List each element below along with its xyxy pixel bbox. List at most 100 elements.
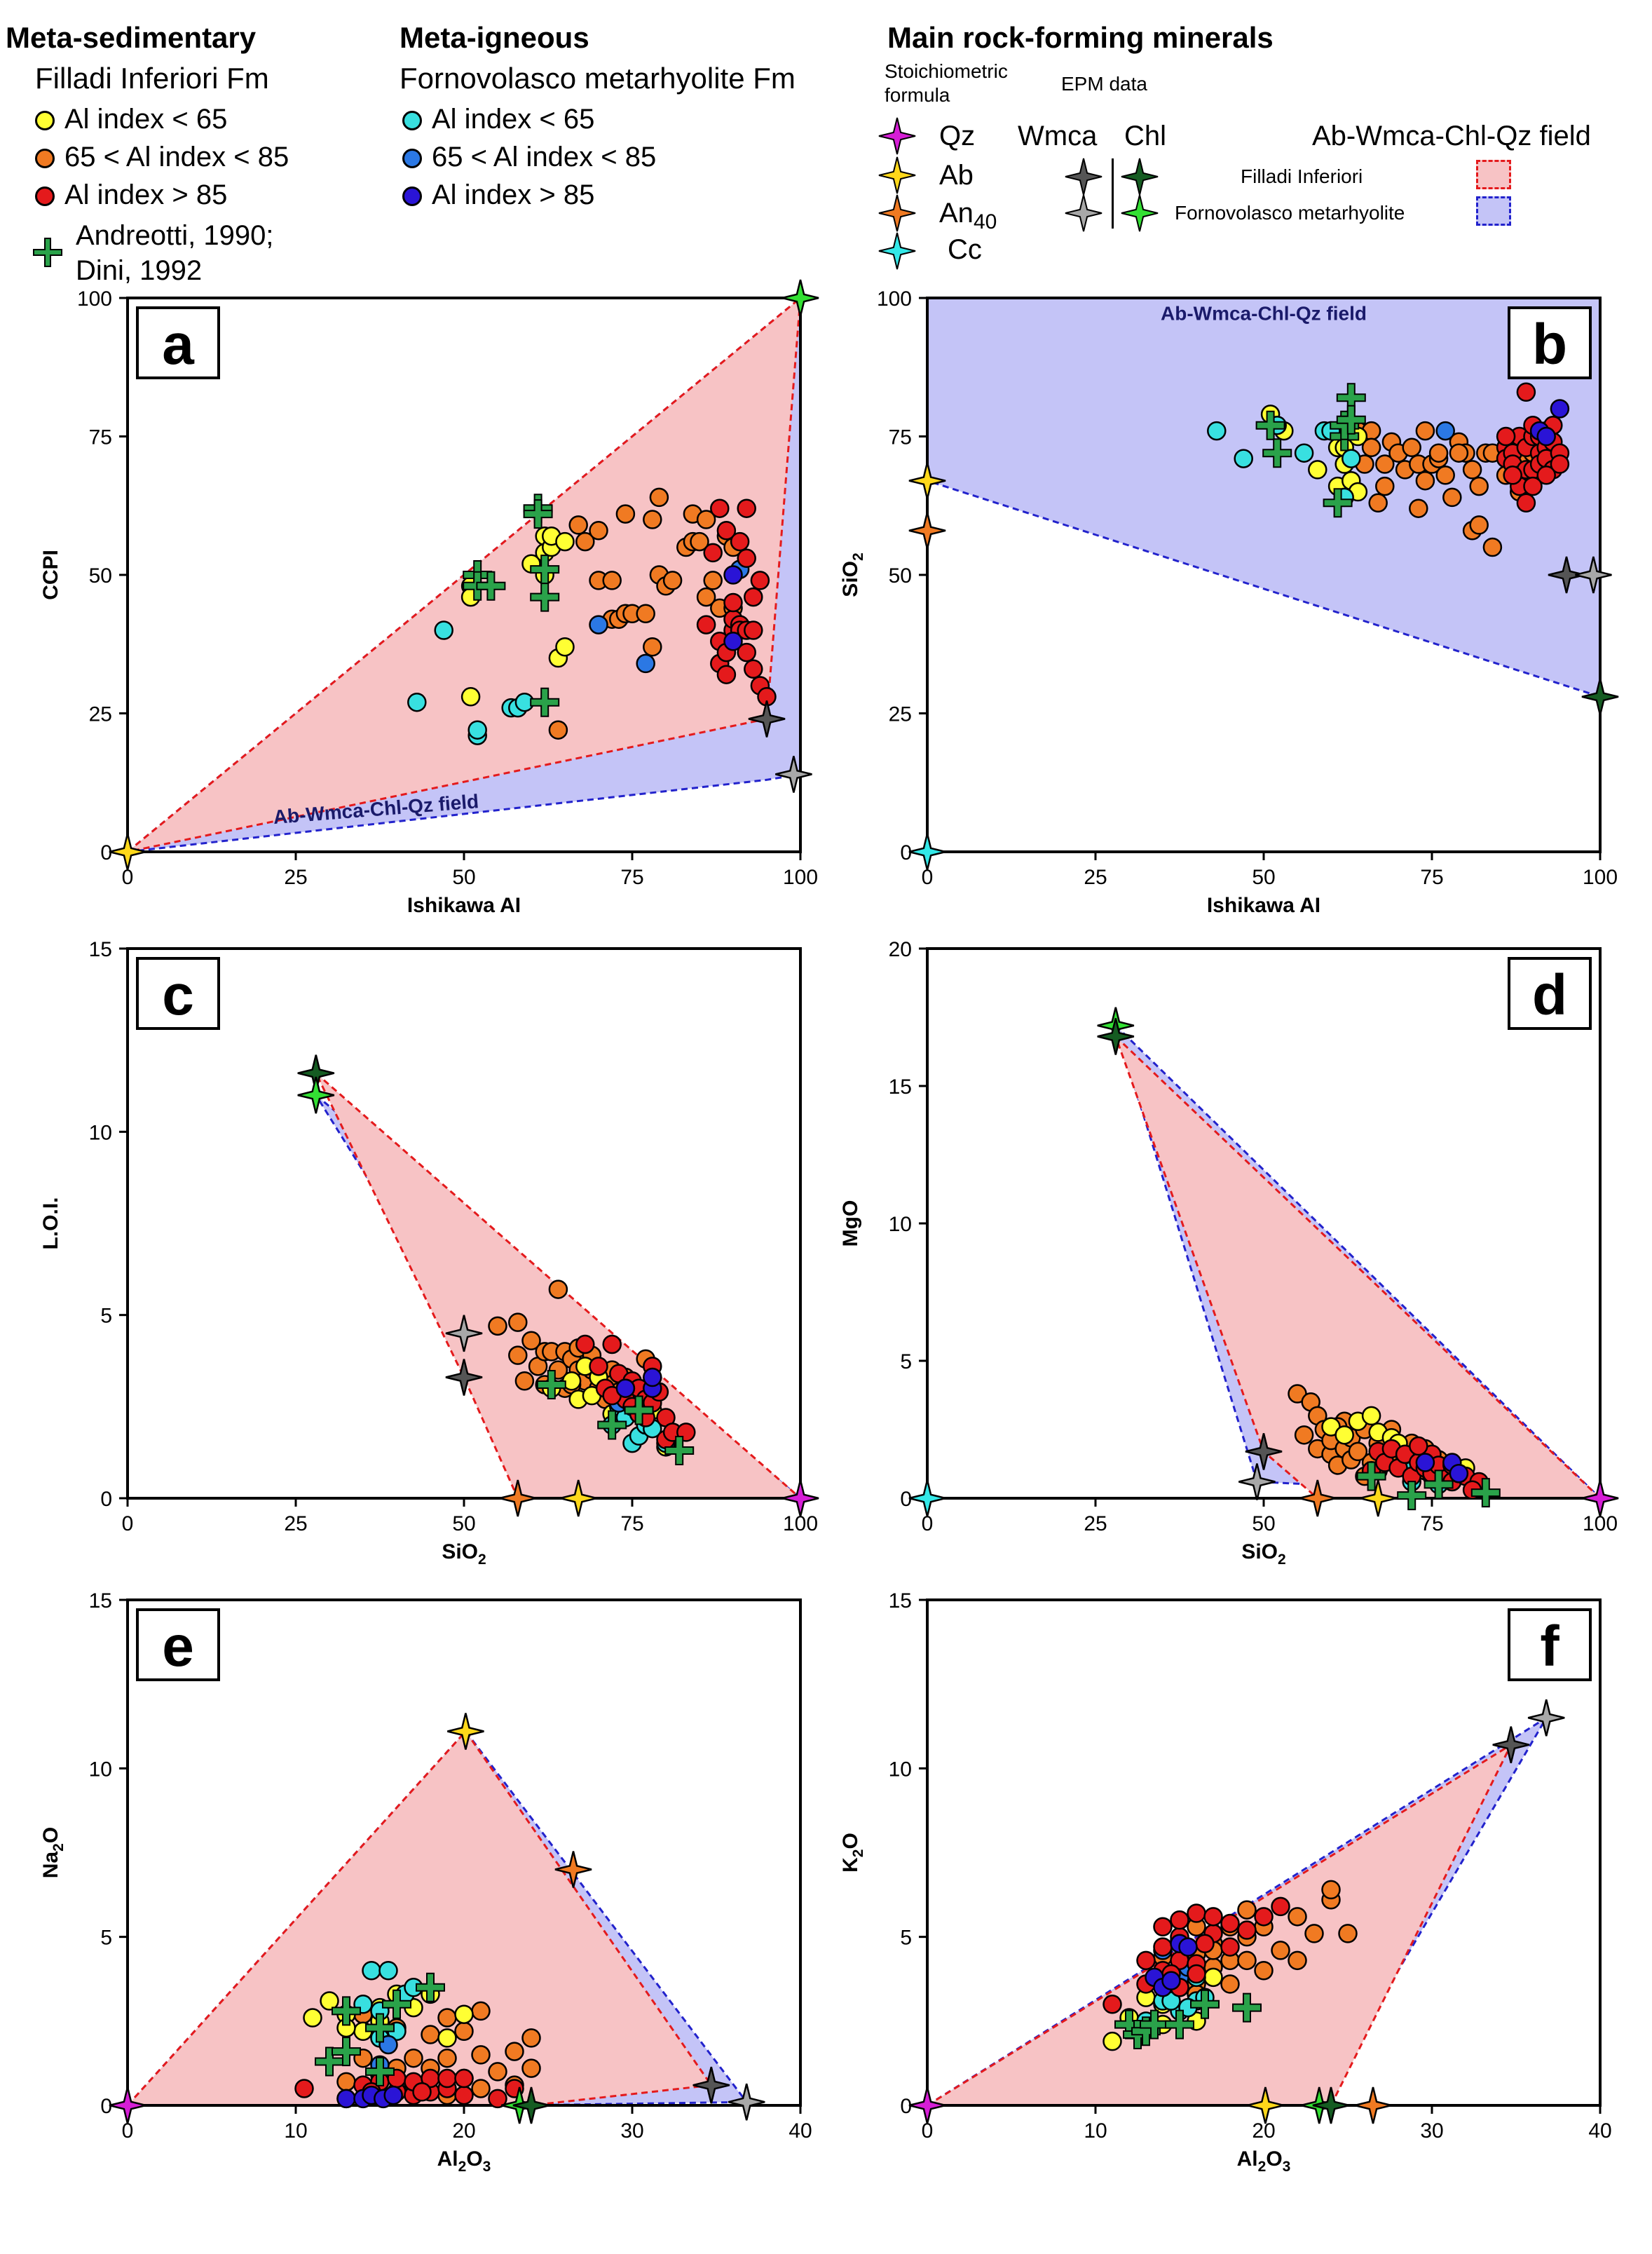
legend-sed-low-label: Al index < 65 [64, 104, 228, 135]
meta-ign-formation: Fornovolasco metarhyolite Fm [400, 62, 796, 95]
data-point-sed-mid [1237, 1950, 1257, 1971]
x-axis-label: Ishikawa AI [1207, 894, 1320, 917]
data-point-sed-high [730, 531, 750, 552]
y-tick-label: 25 [89, 703, 112, 726]
data-point-ign-high [1178, 1937, 1198, 1957]
data-point-sed-mid [1375, 476, 1395, 496]
sed-mid-dot [35, 149, 55, 169]
sed-high-dot [35, 186, 55, 207]
data-point-sed-mid [521, 2028, 541, 2048]
data-point-sed-high [602, 1334, 622, 1355]
y-axis-label: CCPI [39, 550, 62, 600]
y-tick-label: 10 [89, 1758, 112, 1781]
y-tick-label: 5 [100, 1927, 112, 1950]
data-point-sed-low [555, 531, 575, 552]
data-point-literature [1140, 2009, 1169, 2039]
data-point-literature [365, 2056, 395, 2086]
data-point-ign-mid [636, 653, 655, 674]
x-tick-label: 0 [922, 2119, 934, 2143]
legend-sed-mid-label: 65 < Al index < 85 [64, 142, 289, 172]
data-point-sed-mid [488, 2062, 507, 2082]
data-point-sed-mid [471, 2079, 491, 2098]
mineral-star-wmca-fm [1575, 556, 1612, 594]
data-point-sed-high [1550, 454, 1570, 474]
data-point-literature [624, 1395, 654, 1425]
panel-letter-box [136, 306, 220, 379]
data-point-literature [597, 1410, 627, 1440]
y-tick-label: 50 [889, 564, 912, 588]
mineral-star-ab [908, 462, 946, 499]
data-point-ign-low [434, 620, 453, 640]
data-point-sed-high [696, 615, 716, 634]
lit-ref-line1: Andreotti, 1990; [76, 220, 274, 251]
data-point-literature [530, 687, 560, 717]
x-tick-label: 50 [1252, 866, 1275, 889]
data-point-sed-mid [1361, 437, 1381, 458]
x-tick-label: 0 [922, 866, 934, 889]
data-point-ign-high [1550, 399, 1570, 419]
legend-divider [1112, 158, 1114, 229]
data-point-sed-mid [1288, 1907, 1307, 1927]
mineral-star-ab [109, 833, 146, 871]
data-point-ign-high [336, 2089, 356, 2109]
wmca-fi-star-icon [1065, 158, 1103, 196]
data-point-ign-high [1536, 426, 1556, 447]
data-point-ign-high [383, 2085, 403, 2105]
data-point-sed-high [737, 548, 756, 569]
data-point-sed-mid [1435, 466, 1455, 485]
mineral-star-ab [559, 1479, 597, 1517]
data-point-literature [315, 2046, 344, 2077]
x-axis-label: Al2O3 [437, 2147, 491, 2175]
data-point-sed-low [1103, 2031, 1122, 2051]
data-point-sed-high [1187, 1903, 1206, 1923]
panel-letter: b [1532, 313, 1567, 376]
data-point-sed-high [294, 2079, 314, 2098]
data-point-literature [1424, 1469, 1454, 1500]
x-tick-label: 0 [122, 1512, 134, 1535]
data-point-sed-high [1220, 1937, 1240, 1957]
data-point-sed-mid [437, 2048, 457, 2068]
data-point-sed-high [710, 498, 730, 518]
data-point-sed-mid [404, 2048, 423, 2068]
mineral-star-wmca-fm [445, 1315, 483, 1352]
panel-letter: f [1540, 1615, 1559, 1678]
x-axis-label: Al2O3 [1237, 2147, 1291, 2175]
y-tick-label: 20 [889, 938, 912, 961]
mineral-star-chl-fi [1581, 678, 1619, 716]
panel-b: 0 25 50 75 100 0 25 50 75 100 Ishikawa AI SiO2 b Ab-W… [839, 287, 1619, 917]
data-point-sed-low [1334, 1425, 1354, 1445]
field-filladi [125, 1730, 714, 2107]
data-point-literature [365, 2013, 395, 2043]
data-point-sed-mid [508, 1312, 528, 1332]
data-point-sed-mid [1271, 1941, 1290, 1960]
data-point-sed-mid [1462, 460, 1482, 480]
data-point-literature [416, 1972, 445, 2002]
data-point-sed-mid [602, 571, 622, 590]
qz-star-icon [878, 117, 916, 155]
minerals-heading: Main rock-forming minerals [887, 21, 1274, 54]
x-tick-label: 20 [452, 2119, 475, 2143]
mineral-star-an [554, 1851, 592, 1888]
an-label-text: An [939, 198, 974, 229]
mineral-star-cc [908, 1479, 946, 1517]
data-point-sed-high [454, 2085, 474, 2105]
data-point-sed-mid [1415, 421, 1435, 441]
x-axis-label: SiO2 [1241, 1540, 1285, 1568]
field-fornovolasco [926, 297, 1602, 698]
mineral-star-wmca-fm [1527, 1699, 1565, 1737]
x-axis-label: Ishikawa AI [407, 894, 521, 917]
data-point-sed-mid [1254, 1960, 1274, 1981]
data-point-literature [332, 2037, 361, 2067]
data-point-sed-low [1361, 1406, 1381, 1426]
field-fm-swatch [1476, 196, 1511, 226]
data-point-sed-mid [643, 510, 662, 529]
y-axis-label: L.O.I. [39, 1197, 62, 1250]
x-tick-label: 50 [452, 1512, 475, 1535]
x-tick-label: 0 [122, 866, 134, 889]
x-tick-label: 75 [1420, 1512, 1443, 1535]
meta-ign-heading: Meta-igneous [400, 21, 589, 54]
data-point-sed-mid [649, 487, 669, 508]
x-tick-label: 75 [1420, 866, 1443, 889]
data-point-sed-high [1153, 1937, 1173, 1957]
